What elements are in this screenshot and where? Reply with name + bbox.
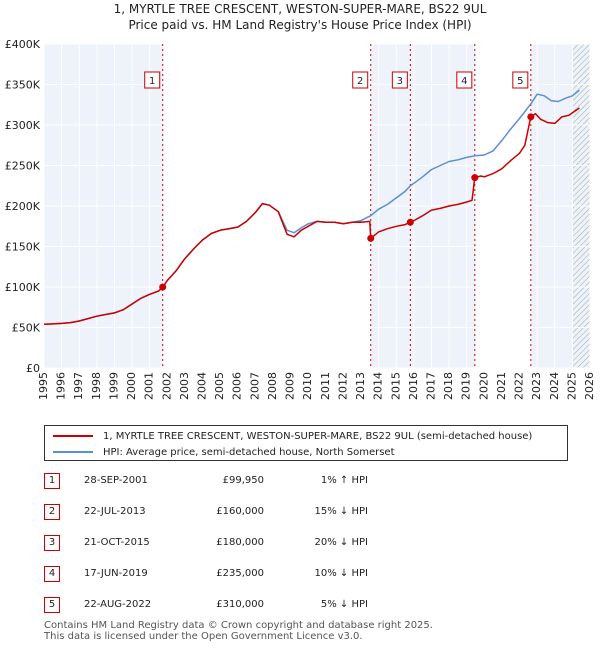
x-tick-label: 2017 (424, 372, 437, 400)
footer-licence: This data is licensed under the Open Gov… (44, 631, 363, 642)
y-tick-label: £350K (5, 79, 41, 92)
sale-price: £235,000 (216, 568, 264, 579)
sale-row: 2 22-JUL-2013 £160,000 15% ↓ HPI (44, 504, 444, 522)
sale-marker-box (352, 71, 369, 89)
x-tick-label: 2018 (442, 372, 455, 400)
x-tick-label: 2016 (407, 372, 420, 400)
x-tick-label: 2015 (389, 372, 402, 400)
x-tick-label: 2025 (565, 372, 578, 400)
sale-number-badge: 1 (44, 473, 60, 489)
y-tick-label: £150K (5, 241, 41, 254)
sale-date: 17-JUN-2019 (84, 568, 148, 579)
sale-number-badge: 2 (44, 504, 60, 520)
x-tick-label: 2020 (477, 372, 490, 400)
x-tick-label: 2010 (301, 372, 314, 400)
x-tick-label: 2004 (196, 372, 209, 400)
sale-point (527, 113, 535, 121)
x-tick-label: 2000 (125, 372, 138, 400)
sale-point (159, 283, 167, 291)
sale-row: 4 17-JUN-2019 £235,000 10% ↓ HPI (44, 566, 444, 584)
x-tick-label: 2023 (530, 372, 543, 400)
sale-hpi-diff: 5% ↓ HPI (320, 599, 368, 610)
chart-subtitle: Price paid vs. HM Land Registry's House … (128, 18, 472, 32)
sale-marker-label: 3 (397, 76, 403, 87)
legend-swatch-property (53, 435, 93, 437)
footer-copyright: Contains HM Land Registry data © Crown c… (44, 620, 433, 631)
sale-number-badge: 4 (44, 566, 60, 582)
sale-point (367, 234, 375, 242)
chart-title: 1, MYRTLE TREE CRESCENT, WESTON-SUPER-MA… (113, 2, 487, 16)
sale-point (406, 218, 414, 226)
sale-number-badge: 5 (44, 597, 60, 613)
price-chart: £0 £50K £100K £150K £200K £250K £300K £350K £400… (5, 38, 596, 400)
x-tick-label: 1995 (37, 372, 50, 400)
x-tick-label: 2024 (548, 372, 561, 400)
x-tick-label: 2005 (213, 372, 226, 400)
legend: 1, MYRTLE TREE CRESCENT, WESTON-SUPER-MA… (44, 425, 568, 461)
sale-marker-label: 2 (357, 76, 363, 87)
x-tick-label: 2009 (284, 372, 297, 400)
x-tick-label: 2003 (178, 372, 191, 400)
sale-price: £310,000 (216, 599, 264, 610)
legend-item-hpi: HPI: Average price, semi-detached house,… (53, 444, 395, 460)
x-tick-label: 1996 (55, 372, 68, 400)
y-tick-label: £200K (5, 200, 41, 213)
property-price-line (43, 107, 580, 326)
sale-date: 22-JUL-2013 (84, 506, 146, 517)
sale-row: 1 28-SEP-2001 £99,950 1% ↑ HPI (44, 473, 444, 491)
x-tick-label: 2019 (460, 372, 473, 400)
x-tick-label: 2006 (231, 372, 244, 400)
legend-label-hpi: HPI: Average price, semi-detached house,… (103, 446, 395, 458)
sale-marker-label: 5 (517, 76, 523, 87)
sale-number-badge: 3 (44, 535, 60, 551)
sale-date: 28-SEP-2001 (84, 475, 148, 486)
x-tick-label: 2026 (583, 372, 596, 400)
sale-marker-box (391, 71, 408, 89)
x-tick-label: 2001 (143, 372, 156, 400)
sale-point (471, 174, 479, 182)
sale-marker-label: 4 (461, 76, 467, 87)
y-tick-label: £300K (5, 119, 41, 132)
y-tick-label: £50K (12, 322, 41, 335)
x-tick-label: 1998 (90, 372, 103, 400)
x-tick-label: 2021 (495, 372, 508, 400)
x-tick-label: 2007 (248, 372, 261, 400)
sale-hpi-diff: 1% ↑ HPI (320, 475, 368, 486)
sale-row: 3 21-OCT-2015 £180,000 20% ↓ HPI (44, 535, 444, 553)
sale-price: £160,000 (216, 506, 264, 517)
sale-date: 22-AUG-2022 (84, 599, 152, 610)
footer: Contains HM Land Registry data © Crown c… (44, 620, 433, 642)
y-tick-label: £400K (5, 38, 41, 51)
legend-item-property: 1, MYRTLE TREE CRESCENT, WESTON-SUPER-MA… (53, 428, 532, 444)
x-tick-label: 2012 (336, 372, 349, 400)
y-tick-label: £100K (5, 281, 41, 294)
sale-date: 21-OCT-2015 (84, 537, 150, 548)
x-tick-label: 2022 (513, 372, 526, 400)
x-tick-label: 1999 (107, 372, 120, 400)
legend-swatch-hpi (53, 451, 93, 453)
sale-marker-box (512, 71, 529, 89)
sale-marker-label: 1 (149, 76, 155, 87)
sale-price: £180,000 (216, 537, 264, 548)
x-tick-label: 2013 (354, 372, 367, 400)
x-tick-label: 2014 (372, 372, 385, 400)
x-tick-label: 2008 (266, 372, 279, 400)
sale-marker-box (144, 71, 161, 89)
y-tick-label: £250K (5, 160, 41, 173)
sale-row: 5 22-AUG-2022 £310,000 5% ↓ HPI (44, 597, 444, 615)
sale-hpi-diff: 20% ↓ HPI (314, 537, 368, 548)
sale-hpi-diff: 15% ↓ HPI (314, 506, 368, 517)
legend-label-property: 1, MYRTLE TREE CRESCENT, WESTON-SUPER-MA… (103, 430, 533, 442)
sale-marker-box (456, 71, 473, 89)
y-tick-label: £0 (26, 362, 40, 375)
x-tick-label: 2002 (160, 372, 173, 400)
sale-price: £99,950 (222, 475, 264, 486)
x-tick-label: 1997 (72, 372, 85, 400)
sale-hpi-diff: 10% ↓ HPI (314, 568, 368, 579)
x-tick-label: 2011 (319, 372, 332, 400)
